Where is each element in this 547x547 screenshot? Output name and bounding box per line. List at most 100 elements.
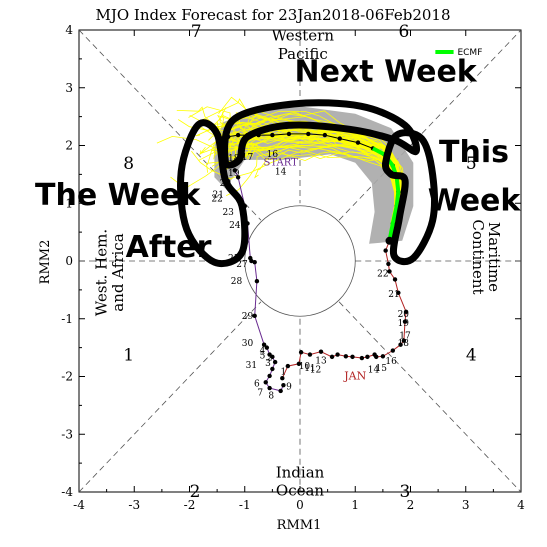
y-axis-label: RMM2 [38,240,53,285]
diagonal-line [78,301,262,493]
diagonal-line [338,301,522,493]
date-label: 10 [299,362,311,372]
observed-point [398,342,403,347]
x-tick-label: 1 [351,498,359,512]
date-label: 19 [398,319,410,329]
date-label: 4 [260,347,266,357]
observed-point [403,309,409,315]
this-week-outline [381,129,438,266]
date-label: 16 [385,357,397,367]
date-label: 21 [388,290,399,300]
observed-point [264,345,270,350]
observed-point [261,342,267,347]
week-after-outline [177,119,249,268]
observed-point [374,354,379,360]
observed-point [278,388,283,394]
observed-point [402,319,408,324]
date-label: 24 [229,221,241,231]
date-label: 22 [377,270,388,280]
observed-point [386,261,391,267]
date-label: 31 [246,361,257,371]
y-tick-label: 4 [65,23,73,37]
next-week-outline [221,99,420,169]
observed-point [329,354,335,360]
annotation-text: Next Week [295,54,478,89]
date-label: 9 [286,382,292,392]
date-label: 20 [220,179,232,189]
date-label: 14 [368,366,380,376]
phase-diagonals [78,29,522,493]
date-label: 3 [265,359,271,369]
date-label: 17 [242,153,254,163]
observed-point [365,354,370,360]
date-label: 28 [231,277,243,287]
observed-point [350,354,355,360]
observed-tracks [232,168,409,394]
region-label-right: Continent [469,219,487,294]
date-label: 8 [268,392,274,402]
chart-title: MJO Index Forecast for 23Jan2018-06Feb20… [95,6,450,24]
observed-point [272,359,278,365]
region-label-top: Western [272,26,335,44]
unit-circle [244,205,356,317]
forecast-mean-point [337,136,342,141]
phase-label: 4 [466,346,477,366]
date-label: 16 [267,150,279,160]
region-label-top: Pacific [278,45,328,63]
observed-point [318,349,324,354]
date-label: 6 [254,379,260,389]
observed-point [270,354,275,360]
region-label-right: Maritime [485,222,503,292]
observed-point [270,366,275,372]
observed-point [252,259,257,265]
start-label: START [264,158,299,169]
observed-point [252,313,257,319]
annotation-text: This [439,135,509,170]
phase-label: 5 [466,154,477,174]
observed-point [359,355,365,361]
diagonal-line [78,29,262,221]
observed-point [383,248,388,253]
y-tick-label: -4 [61,485,73,499]
phase-label: 8 [123,154,134,174]
observed-point [380,354,386,359]
forecast-mean-point [286,131,292,137]
date-label: 11 [304,364,315,374]
x-tick-label: -1 [239,498,251,512]
date-label: 15 [375,364,387,374]
x-tick-label: -4 [73,498,85,512]
x-tick-label: 0 [296,498,304,512]
observed-point [307,352,313,357]
region-label-bottom: Indian [276,464,325,482]
date-label: 13 [315,356,327,366]
forecast-mean-point [235,132,241,138]
region-label-bottom: Ocean [276,481,325,499]
x-tick-label: 4 [517,498,525,512]
date-label: 19 [228,169,240,179]
observed-point [249,258,254,264]
date-label: 2 [267,353,273,363]
y-tick-label: 3 [65,81,73,95]
forecast-mean-point [270,132,275,138]
date-label: 18 [228,154,240,164]
date-label: 21 [213,191,224,201]
legend-label-ecmf: ECMF [457,48,482,58]
observed-point [285,363,291,369]
date-label: 14 [275,167,287,177]
region-label-left: West. Hem. [93,229,111,316]
date-label: 12 [310,366,321,376]
observed-point [235,175,241,180]
observed-point [263,380,268,385]
jan-label: JAN [343,369,366,382]
phase-label: 7 [191,22,202,42]
observed-point [298,350,304,355]
y-tick-label: 0 [65,254,73,268]
forecast-mean-point [306,131,311,137]
x-tick-label: 3 [462,498,470,512]
forecast-mean-point [355,140,361,145]
observed-point [387,269,392,274]
y-tick-label: -3 [61,427,73,441]
y-tick-label: -1 [61,312,73,326]
observed-point [232,168,238,173]
